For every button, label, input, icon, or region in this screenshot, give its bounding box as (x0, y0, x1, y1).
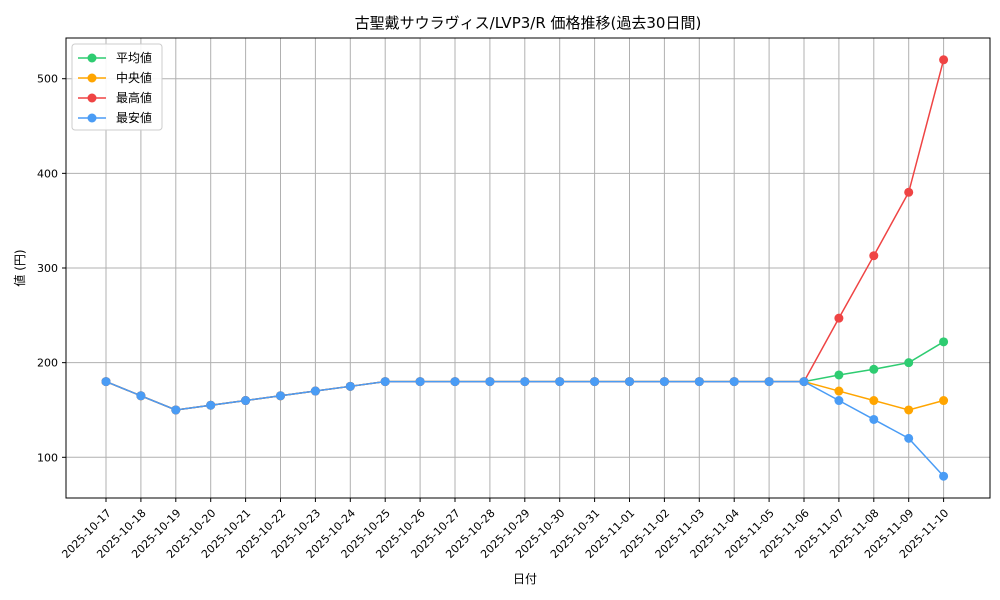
data-point (555, 377, 565, 387)
x-axis-label: 日付 (513, 572, 537, 586)
y-tick-label: 400 (37, 167, 58, 180)
data-point (834, 386, 844, 396)
y-tick-label: 200 (37, 357, 58, 370)
data-point (345, 381, 355, 391)
legend-swatch-marker (87, 73, 97, 83)
data-point (590, 377, 600, 387)
data-point (450, 377, 460, 387)
data-point (939, 55, 949, 65)
series-layer (101, 55, 949, 481)
legend-label: 平均値 (116, 50, 152, 65)
legend-label: 最高値 (116, 90, 152, 105)
legend-swatch-marker (87, 113, 97, 123)
chart-title: 古聖戴サウラヴィス/LVP3/R 価格推移(過去30日間) (355, 14, 702, 32)
legend-swatch-marker (87, 93, 97, 103)
data-point (939, 471, 949, 481)
data-point (834, 370, 844, 380)
data-point (869, 414, 879, 424)
data-point (904, 405, 914, 415)
data-point (625, 377, 634, 387)
data-point (869, 396, 879, 406)
grid-lines (66, 38, 990, 498)
legend-label: 中央値 (116, 70, 152, 85)
data-point (276, 391, 285, 401)
data-point (869, 251, 879, 261)
data-point (415, 377, 425, 387)
legend-label: 最安値 (116, 110, 152, 125)
data-point (799, 377, 809, 387)
data-point (485, 377, 495, 387)
data-point (694, 377, 704, 387)
data-point (101, 377, 111, 387)
data-point (834, 313, 844, 323)
data-point (904, 358, 914, 368)
plot-frame (65, 37, 991, 499)
data-point (136, 391, 146, 401)
data-point (206, 400, 216, 410)
x-axis-ticks: 2025-10-172025-10-182025-10-192025-10-20… (59, 498, 951, 561)
data-point (939, 337, 949, 347)
y-axis-ticks: 100 200 300 400 500 (37, 73, 66, 464)
data-point (659, 377, 669, 387)
legend-swatch-marker (87, 53, 97, 63)
data-point (834, 396, 844, 406)
data-point (520, 377, 530, 387)
data-point (869, 364, 879, 374)
y-tick-label: 300 (37, 262, 58, 275)
y-tick-label: 100 (37, 451, 58, 464)
data-point (241, 396, 251, 406)
data-point (764, 377, 774, 387)
data-point (939, 396, 949, 406)
y-tick-label: 500 (37, 73, 58, 86)
data-point (171, 405, 181, 415)
data-point (310, 386, 320, 396)
data-point (729, 377, 739, 387)
y-axis-label: 値 (円) (12, 249, 27, 286)
data-point (904, 187, 914, 197)
data-point (380, 377, 390, 387)
legend-box (71, 43, 163, 131)
data-point (904, 433, 914, 443)
